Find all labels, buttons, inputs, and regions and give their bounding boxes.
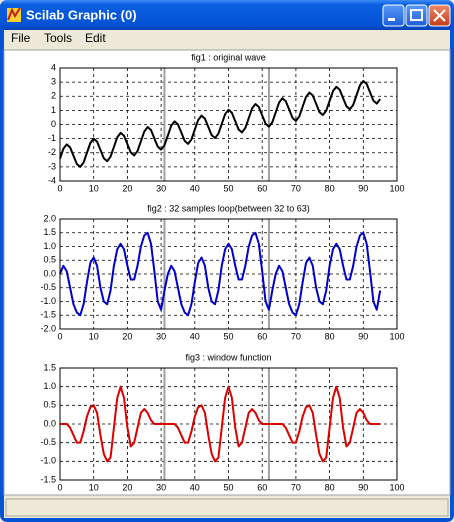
y-tick-label: 1.5 [43,362,56,372]
menu-tools[interactable]: Tools [44,31,72,45]
x-tick-label: 80 [325,183,335,193]
x-tick-label: 50 [223,482,233,492]
title-bar [0,0,454,30]
x-tick-label: 70 [291,331,301,341]
y-tick-label: 0.0 [43,418,56,428]
plot-title: fig2 : 32 samples loop(between 32 to 63) [147,203,310,213]
data-line [59,80,381,168]
y-tick-label: -1 [48,133,56,143]
y-tick-label: -1.0 [40,456,56,466]
y-tick-label: -2.0 [40,323,56,333]
y-tick-label: 0.5 [43,255,56,265]
maximize-button[interactable] [405,4,428,27]
x-tick-label: 90 [358,183,368,193]
x-tick-label: 50 [223,331,233,341]
x-tick-label: 100 [389,183,404,193]
plot-frame [59,367,398,481]
x-tick-label: 30 [156,183,166,193]
y-tick-label: 1.5 [43,227,56,237]
x-tick-label: 100 [389,482,404,492]
x-tick-label: 30 [156,482,166,492]
menu-edit[interactable]: Edit [85,31,106,45]
x-tick-label: 10 [89,183,99,193]
y-tick-label: -0.5 [40,437,56,447]
y-tick-label: 2 [51,91,56,101]
window-title: Scilab Graphic (0) [26,7,137,22]
plot: fig2 : 32 samples loop(between 32 to 63)… [40,203,404,341]
x-tick-label: 90 [358,331,368,341]
plot-frame [59,67,398,182]
y-tick-label: -2 [48,147,56,157]
app-icon [7,7,21,22]
y-tick-label: 0.0 [43,268,56,278]
x-tick-label: 40 [190,331,200,341]
minimize-button[interactable] [382,4,405,27]
x-tick-label: 0 [57,183,62,193]
x-tick-label: 50 [223,183,233,193]
x-tick-label: 40 [190,482,200,492]
y-tick-label: -1.5 [40,310,56,320]
y-tick-label: 1 [51,105,56,115]
x-tick-label: 20 [122,482,132,492]
y-tick-label: 2.0 [43,213,56,223]
y-tick-label: 3 [51,77,56,87]
x-tick-label: 10 [89,482,99,492]
x-tick-label: 30 [156,331,166,341]
x-tick-label: 70 [291,482,301,492]
data-line [60,385,381,463]
y-tick-label: 0.5 [43,400,56,410]
x-tick-label: 20 [122,183,132,193]
x-tick-label: 100 [389,331,404,341]
y-tick-label: -0.5 [40,282,56,292]
x-tick-label: 60 [257,331,267,341]
y-tick-label: -1.0 [40,296,56,306]
y-tick-label: -1.5 [40,474,56,484]
x-tick-label: 90 [358,482,368,492]
x-tick-label: 80 [325,331,335,341]
y-tick-label: -3 [48,161,56,171]
x-tick-label: 20 [122,331,132,341]
y-tick-label: -4 [48,175,56,185]
x-tick-label: 40 [190,183,200,193]
y-tick-label: 1.0 [43,241,56,251]
x-tick-label: 0 [57,482,62,492]
status-bar [5,498,449,517]
data-line [59,231,382,317]
x-tick-label: 10 [89,331,99,341]
x-tick-label: 60 [257,482,267,492]
y-tick-label: 4 [51,62,56,72]
y-tick-label: 0 [51,119,56,129]
close-button[interactable] [428,4,451,27]
plot-frame [59,218,398,330]
y-tick-label: 1.0 [43,381,56,391]
plot-title: fig3 : window function [185,352,271,362]
x-tick-label: 80 [325,482,335,492]
x-tick-label: 60 [257,183,267,193]
x-tick-label: 70 [291,183,301,193]
plot: fig3 : window function 0 10 20 30 40 50 60 70 80 9… [40,352,404,492]
menu-file[interactable]: File [11,31,31,45]
x-tick-label: 0 [57,331,62,341]
plot-title: fig1 : original wave [191,52,266,62]
